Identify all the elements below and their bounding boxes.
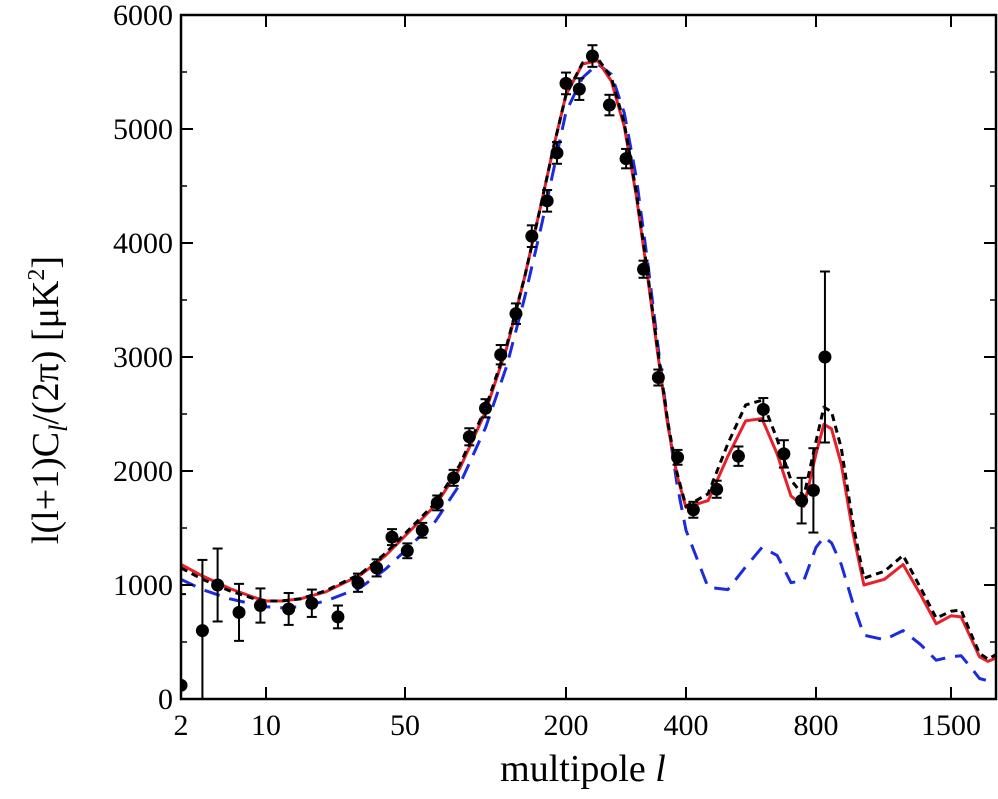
data-point [619,147,633,170]
x-tick-label: 50 [390,709,420,742]
series-line-dashed-blue [181,62,996,683]
data-point [509,302,523,325]
data-point [559,71,573,96]
data-point [550,141,564,165]
data-point [282,591,296,626]
x-tick-label: 10 [251,709,281,742]
data-point [731,445,745,467]
data-point [430,494,444,512]
data-point [806,447,820,534]
data-point [305,588,319,618]
data-point [651,368,665,387]
data-point-marker [253,599,267,613]
data-point [637,259,651,279]
data-point-marker [509,307,523,321]
data-point-marker [430,496,444,510]
data-point [195,558,209,699]
data-point-marker [447,471,461,485]
data-point-marker [756,402,770,416]
x-tick-label: 2 [174,709,189,742]
data-point [818,270,832,444]
data-point [400,542,414,560]
data-point-marker [619,152,633,166]
data-point [479,398,492,419]
data-point-marker [479,401,492,415]
data-point-marker [651,371,665,385]
data-point [686,500,700,519]
data-point-marker [385,530,399,544]
data-point [447,468,461,487]
axes: 0 1000 2000 3000 4000 5000 6000 2 10 50 200 400 800 1… [113,0,998,742]
data-point-marker [232,605,246,619]
x-tick-label: 1500 [921,709,981,742]
data-point-marker [572,82,586,96]
data-point [181,593,188,699]
x-tick-label: 400 [664,709,709,742]
y-axis-title: l(l+1)Cl/(2π) [μK2] [24,256,73,544]
data-point-marker [400,544,414,558]
data-point [253,587,267,624]
data-point [415,521,429,539]
data-point-marker [686,503,700,517]
data-point-marker [195,624,209,638]
data-point-marker [211,578,225,592]
data-point [756,397,770,422]
data-point [351,572,365,593]
data-point [385,528,399,547]
data-point [211,547,225,623]
y-tick-label: 2000 [113,455,173,488]
y-tick-label: 1000 [113,569,173,602]
data-point-marker [494,348,508,362]
data-point [232,582,246,642]
data-point [370,558,384,578]
data-point-marker [795,494,809,508]
data-point-marker [806,483,820,497]
data-point-marker [282,602,296,616]
data-point-marker [671,450,685,464]
data-point-marker [710,482,724,496]
data-point [525,224,539,248]
data-point-marker [181,678,188,692]
data-point [585,44,599,68]
data-point [602,93,616,117]
data-point [572,77,586,101]
data-point-marker [305,596,319,610]
data-point-marker [637,262,651,276]
data-point-marker [331,610,345,624]
data-point [331,604,345,630]
plot-area [181,44,996,699]
data-point-marker [585,49,599,63]
data-point [540,188,554,213]
data-point-marker [415,523,429,537]
x-tick-label: 800 [794,709,839,742]
data-point-marker [525,229,539,243]
y-tick-label: 4000 [113,227,173,260]
data-point-marker [351,576,365,590]
data-point-marker [731,449,745,463]
x-tick-label: 200 [544,709,589,742]
data-point-marker [602,98,616,112]
data-point [462,427,476,447]
data-point-marker [818,350,832,364]
x-axis-title: multipole l [500,748,666,790]
data-point-marker [550,146,564,160]
y-tick-label: 5000 [113,113,173,146]
y-tick-label: 3000 [113,341,173,374]
series-line-dashed-black [181,56,996,661]
plot-frame [179,13,998,701]
data-point-marker [777,447,791,461]
data-point [494,344,508,366]
data-point-marker [559,76,573,90]
y-tick-label: 6000 [113,0,173,32]
data-point-marker [540,194,554,208]
data-point-marker [462,430,476,444]
data-point [671,448,685,466]
series-line-solid-red [181,59,996,663]
data-point-marker [370,561,384,575]
data-point [710,479,724,499]
y-tick-label: 0 [158,683,173,716]
data-point [795,476,809,525]
data-point [777,439,791,469]
